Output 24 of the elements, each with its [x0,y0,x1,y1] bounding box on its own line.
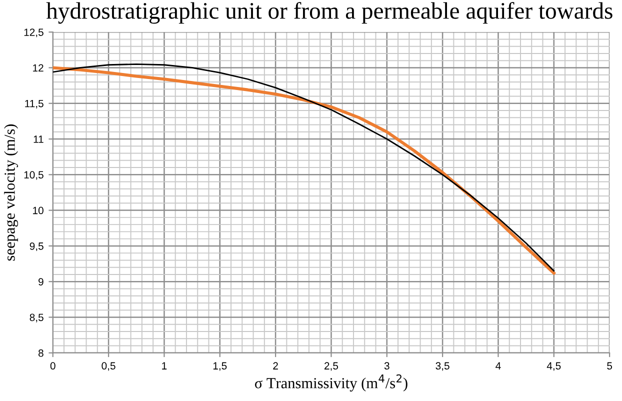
y-tick-label: 12,5 [24,28,44,38]
x-tick-label: 5 [607,362,612,370]
y-tick-label: 12 [33,64,44,72]
y-tick-label: 10,5 [24,171,44,180]
y-tick-label: 10 [33,206,44,214]
y-tick-label: 9 [38,278,44,286]
y-tick-label: 8 [38,349,44,357]
x-tick-label: 0,5 [102,362,116,371]
x-tick-label: 3 [384,362,390,370]
x-tick-label: 4,5 [546,362,561,371]
x-tick-label: 1 [162,362,167,370]
y-tick-label: 9,5 [30,242,44,252]
chart-title: hydrostratigraphic unit or from a permeable aquifer towards [46,2,612,24]
x-tick-label: 2 [273,362,278,370]
x-axis-title: σ Transmissivity (m$^{4}$/s$^{2}$) [254,374,408,392]
y-tick-label: 8,5 [30,314,44,322]
y-tick-label: 11,5 [25,100,44,108]
x-tick-label: 2,5 [324,362,338,371]
y-axis-title: seepage velocity (m/s) [4,124,18,261]
x-tick-label: 4 [496,362,501,370]
x-tick-label: 1,5 [213,362,227,371]
y-tick-label: 11 [34,136,44,143]
x-tick-label: 0 [50,362,56,370]
x-tick-label: 3,5 [436,362,450,371]
